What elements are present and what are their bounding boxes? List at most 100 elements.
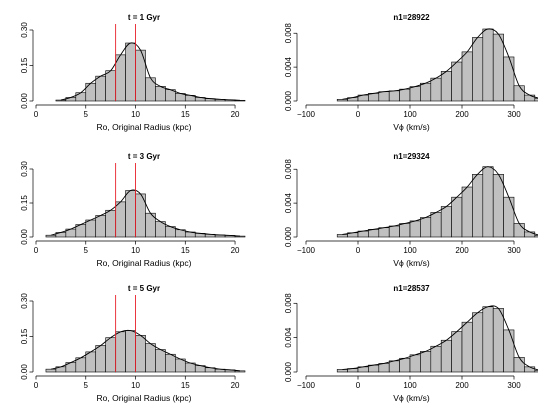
histogram-bar xyxy=(513,357,525,373)
panel-title: t = 1 Gyr xyxy=(128,13,160,22)
y-tick-label: 0.00 xyxy=(20,93,29,109)
y-tick-label: 0.30 xyxy=(20,22,29,38)
panel-title: t = 5 Gyr xyxy=(128,284,160,293)
y-tick-label: 0.004 xyxy=(284,57,293,78)
histogram-bar xyxy=(492,174,504,238)
x-axis-label: Vϕ (km/s) xyxy=(393,122,430,132)
x-axis-label: Ro, Original Radius (kpc) xyxy=(97,122,192,132)
histogram-bar xyxy=(336,234,348,238)
histogram-bar xyxy=(503,56,515,102)
histogram-bar xyxy=(145,77,156,102)
histogram-bar xyxy=(440,339,452,373)
y-tick-label: 0.008 xyxy=(284,23,293,44)
histogram-bar xyxy=(388,90,400,102)
histogram-bar xyxy=(409,354,421,373)
histogram-bar xyxy=(234,99,246,102)
histogram-bar xyxy=(472,174,484,238)
histogram-bar xyxy=(378,363,390,373)
histogram-bar xyxy=(135,335,146,373)
y-tick-label: 0.008 xyxy=(284,293,293,314)
histogram-bar xyxy=(234,235,246,238)
histogram-bar xyxy=(503,329,515,373)
x-tick-label: 0 xyxy=(356,246,361,255)
x-tick-label: 300 xyxy=(507,381,521,390)
histogram-bar xyxy=(420,217,432,238)
histogram-bar xyxy=(399,223,411,238)
x-tick-label: 10 xyxy=(131,246,140,255)
x-tick-label: 200 xyxy=(455,110,469,119)
histogram-bar xyxy=(388,225,400,238)
histogram-bar xyxy=(482,28,494,102)
histogram-bar xyxy=(368,229,380,238)
histogram-bar xyxy=(85,82,97,102)
x-tick-label: −100 xyxy=(297,246,316,255)
histogram-bar xyxy=(65,97,77,102)
histogram-bar xyxy=(420,82,432,102)
histogram-bar xyxy=(336,369,348,373)
histogram-bar xyxy=(378,227,390,238)
histogram-bar xyxy=(85,351,97,373)
histogram-bar xyxy=(55,99,67,102)
histogram-bar xyxy=(534,369,538,373)
histogram-bar xyxy=(534,98,538,102)
histogram-bar xyxy=(105,70,116,102)
histogram-bar xyxy=(399,357,411,373)
histogram-bar xyxy=(368,93,380,102)
y-tick-label: 0.000 xyxy=(284,226,293,247)
histogram-bar xyxy=(336,99,348,102)
y-tick-label: 0.004 xyxy=(284,193,293,214)
histogram-bar xyxy=(155,86,166,102)
x-tick-label: 5 xyxy=(84,246,89,255)
x-tick-label: 100 xyxy=(403,110,417,119)
histogram-bar xyxy=(461,186,473,238)
histogram-bar xyxy=(461,51,473,102)
histogram-bar xyxy=(125,190,136,238)
y-tick-label: 0.15 xyxy=(20,195,29,211)
x-axis-label: Ro, Original Radius (kpc) xyxy=(97,393,192,403)
x-axis-label: Vϕ (km/s) xyxy=(393,258,430,268)
x-tick-label: 15 xyxy=(181,246,190,255)
histogram-bar xyxy=(420,351,432,373)
x-tick-label: 20 xyxy=(231,110,240,119)
x-tick-label: 15 xyxy=(181,381,190,390)
y-tick-label: 0.004 xyxy=(284,327,293,348)
x-tick-label: 20 xyxy=(231,381,240,390)
histogram-bar xyxy=(430,77,442,102)
y-tick-label: 0.15 xyxy=(20,57,29,73)
density-curve xyxy=(342,28,538,100)
panel-title: n1=28922 xyxy=(393,13,430,22)
x-tick-label: 5 xyxy=(84,110,89,119)
histogram-bar xyxy=(409,86,421,102)
x-tick-label: 20 xyxy=(231,246,240,255)
histogram-bar xyxy=(115,54,126,102)
density-curve xyxy=(50,329,241,372)
histogram-bar xyxy=(482,306,494,373)
histogram-bar xyxy=(125,42,136,102)
histogram-bar xyxy=(492,33,504,102)
y-tick-label: 0.008 xyxy=(284,159,293,180)
x-tick-label: 300 xyxy=(507,246,521,255)
x-tick-label: 15 xyxy=(181,110,190,119)
histogram-bar xyxy=(472,37,484,102)
histogram-bar xyxy=(45,368,57,373)
histogram-bar xyxy=(430,212,442,238)
histogram-bar xyxy=(165,353,176,373)
x-tick-label: −100 xyxy=(297,381,316,390)
histogram-bar xyxy=(492,308,504,373)
histogram-bar xyxy=(85,219,97,238)
histogram-bar xyxy=(105,209,116,238)
x-tick-label: 0 xyxy=(356,110,361,119)
histogram-bar xyxy=(430,345,442,373)
density-curve xyxy=(60,42,241,101)
histogram-bar xyxy=(440,206,452,238)
histogram-bar xyxy=(95,215,106,238)
histogram-bar xyxy=(45,234,57,238)
histogram-bar xyxy=(95,345,106,373)
histogram-bar xyxy=(234,370,246,373)
histogram-bar xyxy=(388,360,400,373)
x-tick-label: 100 xyxy=(403,381,417,390)
histogram-bar xyxy=(155,349,166,373)
panel-title: n1=29324 xyxy=(393,152,430,161)
histogram-bar xyxy=(451,61,463,102)
